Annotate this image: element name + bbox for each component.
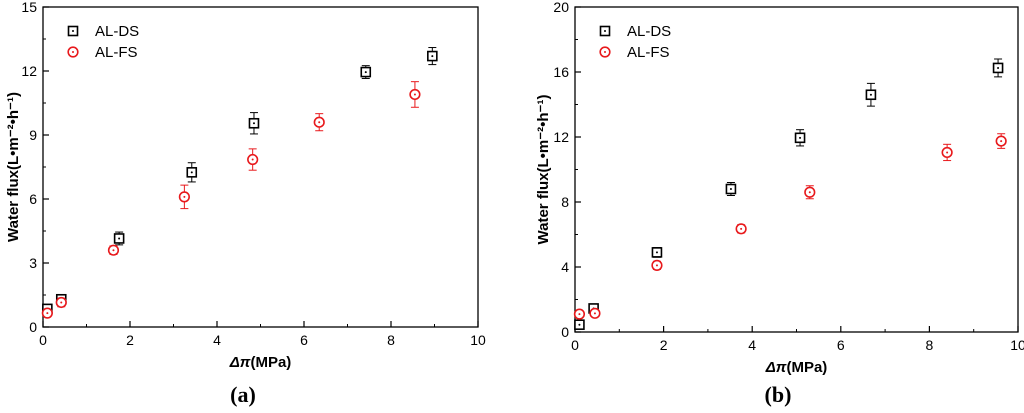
- series-al-ds: [42, 47, 438, 315]
- y-tick-label: 0: [29, 319, 37, 335]
- legend: AL-DS AL-FS: [67, 23, 139, 61]
- legend-label: AL-DS: [95, 23, 139, 40]
- series-al-ds: [574, 58, 1004, 330]
- legend-marker-center: [604, 51, 606, 53]
- x-axis-label: Δπ(MPa): [229, 354, 292, 371]
- panel-b: 0 2 4 6 8 10 0 4 8 12 16 20 Δπ(MPa) Water flux(L•m⁻²•…: [535, 0, 1024, 407]
- y-tick-label: 9: [29, 127, 37, 143]
- x-tick-label: 0: [571, 337, 579, 353]
- data-point-center: [655, 264, 658, 267]
- x-axis-label: Δπ(MPa): [765, 359, 828, 376]
- series-al-fs: [41, 81, 421, 319]
- legend-label: AL-DS: [627, 23, 671, 40]
- data-point-center: [183, 195, 186, 198]
- x-tick-label: 4: [213, 332, 221, 348]
- y-tick-label: 3: [29, 255, 37, 271]
- x-tick-label: 8: [926, 337, 934, 353]
- data-point-center: [190, 171, 193, 174]
- data-point-center: [252, 122, 255, 125]
- data-point-center: [578, 323, 581, 326]
- data-point-center: [593, 312, 596, 315]
- data-point-center: [46, 312, 49, 315]
- y-tick-label: 12: [21, 63, 37, 79]
- x-tick-label: 4: [748, 337, 756, 353]
- data-point-center: [431, 55, 434, 58]
- y-tick-label: 16: [553, 64, 569, 80]
- data-point-center: [1000, 140, 1003, 143]
- data-point-center: [413, 93, 416, 96]
- data-point-center: [655, 251, 658, 254]
- x-tick-label: 6: [837, 337, 845, 353]
- x-tick-label: 6: [300, 332, 308, 348]
- x-tick-label: 2: [126, 332, 134, 348]
- legend-marker-center: [72, 30, 74, 32]
- legend-label: AL-FS: [627, 44, 670, 61]
- panel-label: (b): [765, 382, 792, 407]
- data-point-center: [251, 158, 254, 161]
- data-point-center: [946, 151, 949, 154]
- x-tick-label: 2: [660, 337, 668, 353]
- x-tick-label: 0: [39, 332, 47, 348]
- data-point-center: [318, 121, 321, 124]
- legend-marker-center: [604, 30, 606, 32]
- data-point-center: [112, 249, 115, 252]
- legend-label: AL-FS: [95, 44, 138, 61]
- data-point-center: [997, 66, 1000, 69]
- y-tick-label: 12: [553, 129, 569, 145]
- data-point-center: [60, 301, 63, 304]
- data-point-center: [740, 227, 743, 230]
- data-point-center: [364, 71, 367, 74]
- panel-a: 0 2 4 6 8 10 0 3 6 9 12 15 Δπ(MPa) Water flux(L•m⁻²•h…: [5, 0, 486, 407]
- legend: AL-DS AL-FS: [599, 23, 671, 61]
- legend-marker-center: [72, 51, 74, 53]
- y-tick-label: 0: [561, 324, 569, 340]
- x-tick-label: 10: [470, 332, 486, 348]
- y-tick-label: 20: [553, 0, 569, 15]
- y-tick-label: 15: [21, 0, 37, 15]
- y-axis-label: Water flux(L•m⁻²•h⁻¹): [5, 92, 22, 242]
- data-point-center: [118, 237, 121, 240]
- data-point-center: [729, 188, 732, 190]
- y-tick-label: 6: [29, 191, 37, 207]
- data-point-center: [578, 313, 581, 316]
- x-tick-label: 8: [387, 332, 395, 348]
- y-tick-label: 8: [561, 194, 569, 210]
- data-point-center: [808, 191, 811, 194]
- data-point-center: [869, 93, 872, 96]
- y-axis-label: Water flux(L•m⁻²•h⁻¹): [535, 95, 552, 245]
- series-al-fs: [573, 133, 1007, 320]
- x-tick-label: 10: [1010, 337, 1024, 353]
- data-point-center: [799, 136, 802, 139]
- y-tick-label: 4: [561, 259, 569, 275]
- panel-label: (a): [230, 382, 256, 407]
